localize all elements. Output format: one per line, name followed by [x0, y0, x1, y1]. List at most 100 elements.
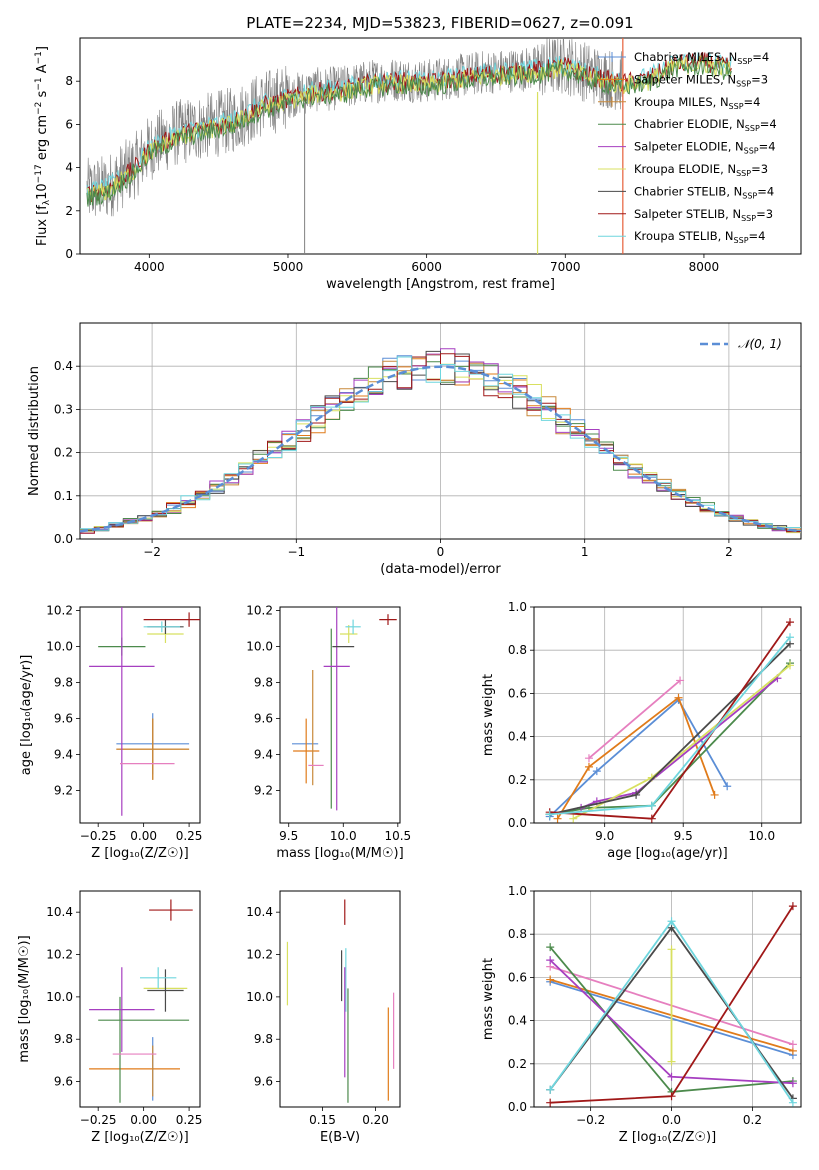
histogram-series — [80, 356, 801, 531]
y-tick-label: 0.8 — [508, 927, 527, 941]
series-marker — [788, 1040, 797, 1049]
series-line — [549, 643, 791, 816]
y-axis-label: age [log₁₀(age/yr)] — [19, 655, 34, 776]
y-tick-label: 0.4 — [508, 730, 527, 744]
y-tick-label: 9.8 — [254, 676, 273, 690]
spectrum-legend: Chabrier MILES, NSSP=4 Salpeter MILES, NS… — [598, 50, 777, 245]
series-marker — [786, 633, 795, 642]
y-tick-label: 1.0 — [508, 884, 527, 898]
mass-vs-EBV-points — [286, 899, 395, 1103]
y-tick-label: 0 — [65, 247, 73, 261]
series-marker — [592, 767, 601, 776]
series-marker — [723, 782, 732, 791]
axes-frame — [79, 606, 201, 824]
histograms — [80, 348, 801, 534]
series-marker — [788, 1079, 797, 1088]
y-tick-label: 2 — [65, 204, 73, 218]
axes-frame — [279, 890, 401, 1108]
y-tick-label: 0.8 — [508, 643, 527, 657]
axes-frame — [79, 37, 802, 255]
x-axis-label: wavelength [Angstrom, rest frame] — [326, 277, 555, 292]
y-tick-label: 4 — [65, 161, 73, 175]
x-tick-label: 1 — [581, 545, 589, 559]
x-tick-label: 10.5 — [384, 829, 411, 843]
y-tick-label: 0.6 — [508, 686, 527, 700]
y-tick-label: 9.6 — [54, 1075, 73, 1089]
x-axis-label: (data-model)/error — [380, 562, 501, 577]
y-axis-label: Flux [fλ10−17 erg cm−2 s−1 A−1] — [34, 46, 52, 246]
model-spectrum — [86, 55, 732, 207]
axes-frame — [533, 890, 802, 1108]
y-tick-label: 0.1 — [54, 489, 73, 503]
series-marker — [647, 814, 656, 823]
x-tick-label: −0.25 — [80, 829, 117, 843]
x-tick-label: 0.2 — [743, 1113, 762, 1127]
x-tick-label: 10.0 — [748, 829, 775, 843]
x-tick-label: 9.5 — [279, 829, 298, 843]
series-marker — [786, 661, 795, 670]
y-tick-label: 9.8 — [54, 676, 73, 690]
legend-label: Chabrier ELODIE, NSSP=4 — [634, 117, 777, 133]
x-tick-label: 0.25 — [176, 1113, 203, 1127]
observed-spectrum — [86, 38, 623, 217]
y-tick-label: 0.4 — [54, 359, 73, 373]
y-tick-label: 9.2 — [54, 784, 73, 798]
y-tick-label: 9.6 — [54, 712, 73, 726]
y-tick-label: 0.3 — [54, 402, 73, 416]
series-marker — [676, 676, 685, 685]
x-tick-label: −0.25 — [80, 1113, 117, 1127]
series-marker — [546, 1085, 555, 1094]
series-marker — [667, 917, 676, 926]
axes-frame — [279, 606, 401, 824]
x-tick-label: 7000 — [550, 260, 581, 274]
x-axis-label: Z [log₁₀(Z/Z☉)] — [91, 1130, 188, 1145]
x-tick-label: 0.00 — [130, 1113, 157, 1127]
mass-vs-EBV-axes: 0.15 0.20 9.6 9.8 10.0 10.2 10.4 E(B-V) — [246, 890, 401, 1145]
x-axis-label: Z [log₁₀(Z/Z☉)] — [91, 846, 188, 861]
figure-title: PLATE=2234, MJD=53823, FIBERID=0627, z=0… — [246, 14, 633, 32]
mass-weight-vs-age-series — [545, 618, 795, 823]
y-tick-label: 0.4 — [508, 1014, 527, 1028]
y-tick-label: 10.2 — [46, 604, 73, 618]
y-tick-label: 9.4 — [254, 748, 273, 762]
series-marker — [786, 618, 795, 627]
x-tick-label: 6000 — [411, 260, 442, 274]
model-spectrum — [86, 55, 732, 204]
y-tick-label: 10.0 — [46, 640, 73, 654]
legend-label: Chabrier STELIB, NSSP=4 — [634, 184, 774, 200]
x-tick-label: 2 — [725, 545, 733, 559]
normal-curve — [80, 365, 801, 533]
series-marker — [667, 1092, 676, 1101]
x-axis-label: age [log₁₀(age/yr)] — [607, 846, 728, 861]
y-tick-label: 9.6 — [254, 712, 273, 726]
series-marker — [667, 1057, 676, 1066]
x-tick-label: 0 — [437, 545, 445, 559]
y-tick-label: 9.8 — [54, 1032, 73, 1046]
y-tick-label: 10.0 — [246, 640, 273, 654]
series-line — [549, 621, 791, 820]
x-tick-label: 9.5 — [674, 829, 693, 843]
x-tick-label: 0.20 — [362, 1113, 389, 1127]
x-tick-label: 5000 — [273, 260, 304, 274]
age-vs-mass-points — [292, 607, 397, 811]
series-marker — [788, 902, 797, 911]
y-axis-label: mass weight — [481, 958, 496, 1040]
series-marker — [674, 693, 683, 702]
y-tick-label: 10.2 — [246, 948, 273, 962]
spectrum-axes: 4000 5000 6000 7000 8000 0 2 4 6 8 wavelength [Ang… — [65, 37, 802, 292]
x-tick-label: −0.2 — [576, 1113, 605, 1127]
y-axis-label: mass weight — [481, 674, 496, 756]
legend-label: Kroupa STELIB, NSSP=4 — [634, 229, 765, 245]
series-marker — [546, 1098, 555, 1107]
series-line — [572, 664, 791, 820]
series-marker — [632, 790, 641, 799]
y-axis-label: mass [log₁₀(M/M☉)] — [17, 935, 32, 1062]
y-tick-label: 8 — [65, 74, 73, 88]
series-marker — [584, 762, 593, 771]
y-axis-label: Normed distribution — [27, 366, 42, 496]
y-tick-label: 0.2 — [508, 1057, 527, 1071]
y-tick-label: 10.4 — [246, 905, 273, 919]
legend-label: Salpeter ELODIE, NSSP=4 — [634, 140, 776, 156]
x-tick-label: −2 — [143, 545, 161, 559]
